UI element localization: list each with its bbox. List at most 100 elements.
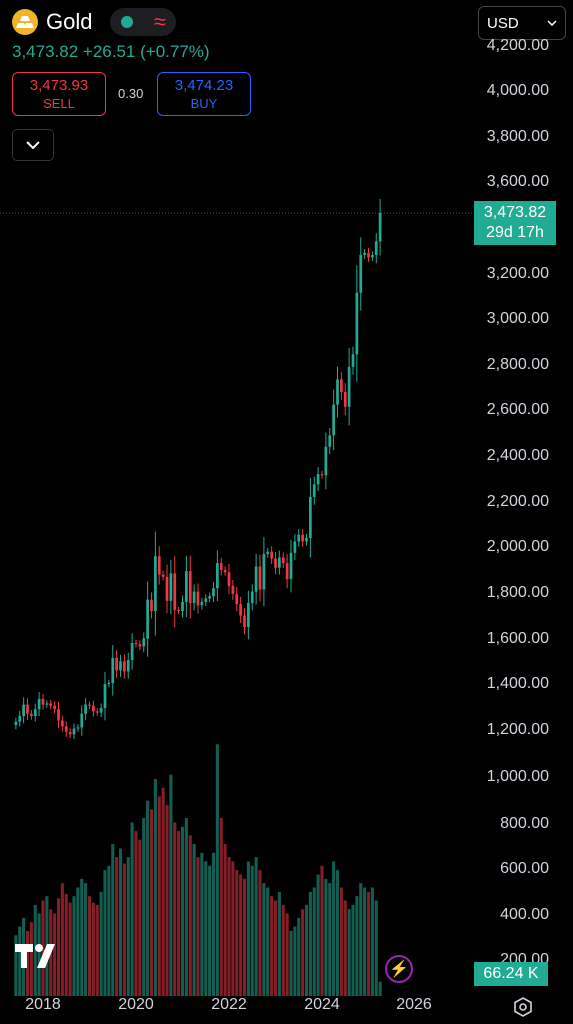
candle-body (231, 585, 235, 594)
candle-body (293, 541, 297, 553)
time-tick-label: 2026 (396, 996, 432, 1013)
price-tick-label: 3,600.00 (486, 173, 549, 190)
volume-bar (208, 865, 212, 996)
symbol-header: Gold ≈ (12, 8, 177, 36)
buy-price: 3,474.23 (174, 77, 234, 94)
volume-bar (161, 787, 165, 996)
volume-bar (332, 861, 336, 996)
volume-bar (316, 874, 320, 996)
candle-body (250, 591, 254, 604)
volume-bar (153, 779, 157, 996)
volume-bar (184, 818, 188, 996)
chevron-down-icon (547, 20, 557, 26)
volume-bar (134, 831, 138, 996)
wave-icon: ≈ (153, 9, 166, 34)
volume-bar (72, 896, 76, 996)
price-tick-label: 2,000.00 (486, 538, 549, 555)
volume-bar (277, 891, 281, 996)
collapse-button[interactable] (12, 129, 54, 161)
volume-bar (211, 852, 216, 996)
sell-button[interactable]: 3,473.93 SELL (12, 72, 106, 116)
price-quote: 3,473.82 +26.51 (+0.77%) (12, 42, 210, 62)
candle-body (61, 720, 64, 727)
volume-bar (87, 896, 92, 996)
tradingview-logo[interactable] (15, 944, 61, 968)
candle-body (243, 615, 246, 628)
candle-body (378, 213, 382, 242)
candle-body (185, 571, 188, 602)
volume-bar (215, 744, 219, 996)
candle-body (324, 446, 328, 476)
buy-label: BUY (190, 96, 218, 111)
candle-body (258, 566, 262, 590)
volume-bar (180, 826, 185, 996)
buy-button[interactable]: 3,474.23 BUY (157, 72, 251, 116)
volume-label: 66.24 K (474, 962, 548, 986)
volume-bar (262, 883, 266, 996)
volume-bar (328, 883, 332, 996)
volume-bar (91, 902, 95, 996)
volume-bar (169, 774, 173, 996)
volume-bar (157, 796, 161, 996)
candle-body (123, 661, 126, 672)
volume-bar (14, 935, 18, 996)
volume-bar (64, 894, 68, 996)
candle-body (192, 591, 196, 604)
volume-bar (56, 898, 61, 996)
price-tick-label: 1,200.00 (486, 721, 549, 738)
candle-body (115, 657, 118, 671)
candle-body (64, 726, 68, 732)
chart-settings-icon[interactable] (512, 996, 534, 1023)
candle-body (88, 704, 91, 706)
last-price: 3,473.82 (12, 42, 79, 61)
candle-body (371, 255, 374, 258)
price-tick-label: 2,400.00 (486, 447, 549, 464)
volume-bar (366, 891, 371, 996)
volume-bar (370, 887, 374, 996)
volume-bar (126, 857, 130, 996)
candle-body (26, 704, 29, 714)
volume-bar (60, 883, 64, 996)
candle-body (289, 552, 293, 580)
candle-body (227, 572, 231, 586)
volume-bar (76, 887, 80, 996)
candle-body (111, 657, 115, 683)
market-status-pill[interactable]: ≈ (110, 8, 177, 36)
candle-body (41, 698, 45, 705)
candle-body (274, 558, 277, 568)
candle-body (278, 557, 281, 568)
lightning-icon[interactable]: ⚡ (385, 955, 413, 983)
price-tick-label: 2,200.00 (486, 493, 549, 510)
candle-body (30, 713, 33, 717)
price-tick-label: 4,000.00 (486, 82, 549, 99)
candle-body (254, 566, 258, 592)
volume-bar (95, 904, 99, 996)
volume-bar (33, 904, 37, 996)
volume-bar (285, 913, 289, 996)
volume-bar (239, 874, 243, 996)
volume-bar (355, 896, 359, 996)
volume-bar (258, 870, 262, 996)
candle-body (328, 435, 332, 447)
volume-bar (359, 883, 363, 996)
volume-bar (196, 857, 200, 996)
volume-bar (320, 865, 324, 996)
candle-body (72, 728, 76, 735)
candle-body (80, 713, 84, 728)
volume-bar (115, 857, 119, 996)
currency-select[interactable]: USD (478, 6, 566, 40)
chevron-down-icon (26, 141, 40, 150)
volume-bar (219, 818, 223, 996)
volume-bar (308, 891, 312, 996)
volume-bar (231, 861, 235, 996)
candle-body (266, 551, 270, 554)
price-tick-label: 2,800.00 (486, 356, 549, 373)
candle-body (169, 573, 173, 601)
candle-body (130, 642, 134, 661)
volume-bar (80, 878, 84, 996)
candle-body (204, 598, 208, 602)
candle-body (57, 709, 60, 721)
candle-body (355, 292, 359, 355)
